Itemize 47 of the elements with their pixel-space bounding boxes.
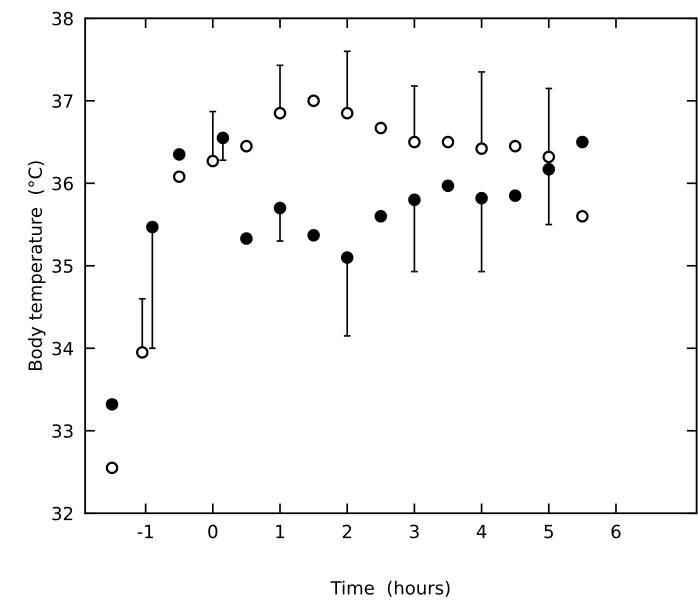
point (576, 210, 589, 223)
point (274, 106, 286, 120)
x-tick-label: 4 (476, 524, 486, 538)
y-axis-title: Body temperature (°C) (28, 161, 46, 370)
point (307, 94, 320, 108)
y-tick-label: 37 (52, 94, 72, 108)
point (442, 136, 454, 148)
point (408, 194, 421, 206)
point (542, 150, 556, 164)
point (475, 192, 488, 204)
point (106, 462, 118, 474)
point (307, 229, 320, 242)
point (508, 140, 522, 152)
point (206, 154, 220, 168)
point (172, 148, 186, 161)
x-tick-label: 5 (544, 524, 553, 538)
x-tick-label: 0 (208, 524, 218, 538)
point (542, 163, 556, 176)
x-tick-label: 6 (611, 524, 621, 538)
x-tick-label: 1 (276, 524, 284, 538)
point (172, 170, 186, 183)
y-tick-label: 33 (52, 424, 73, 438)
point (340, 106, 354, 120)
point (374, 122, 388, 134)
y-tick-label: 34 (52, 342, 74, 356)
y-tick-label: 32 (52, 506, 72, 520)
x-axis-title: Time (hours) (330, 580, 450, 597)
point (240, 140, 253, 152)
point (442, 180, 454, 192)
point (136, 346, 149, 359)
point (508, 189, 522, 202)
point (408, 136, 421, 148)
point (576, 136, 589, 148)
point (374, 210, 388, 223)
x-tick-label: 2 (342, 524, 352, 538)
point (216, 132, 230, 144)
x-tick-label: 3 (410, 524, 419, 538)
y-tick-label: 36 (52, 176, 73, 190)
point (240, 232, 253, 245)
point (340, 251, 354, 264)
point (475, 142, 488, 155)
y-tick-label: 38 (52, 12, 73, 26)
point (146, 220, 159, 234)
point (106, 398, 118, 411)
point (274, 202, 286, 214)
y-tick-label: 35 (52, 259, 72, 273)
x-tick-label: -1 (138, 524, 153, 538)
